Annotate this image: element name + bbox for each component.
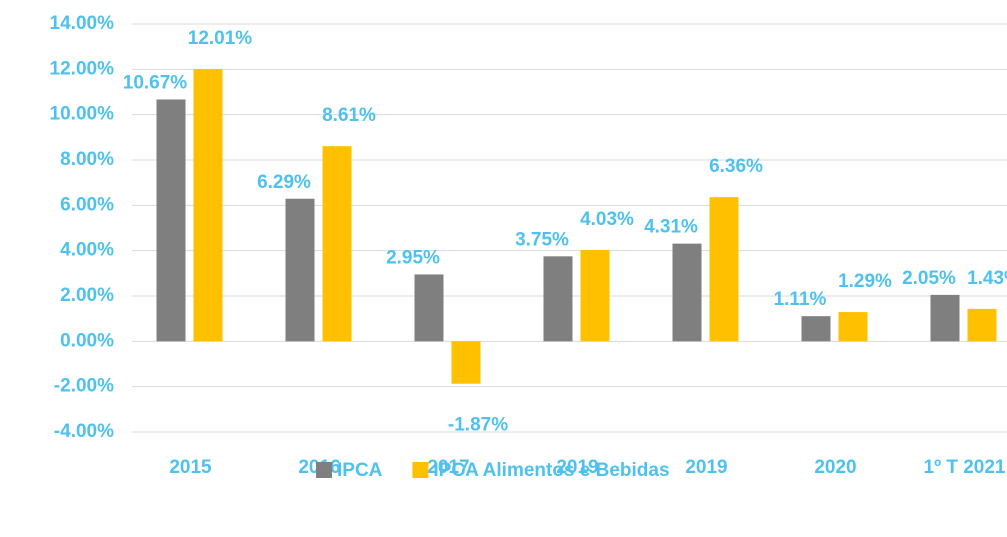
- y-tick-label: 2.00%: [60, 285, 114, 306]
- legend-label: IPCA Alimentos e Bebidas: [433, 460, 669, 481]
- data-label: 6.36%: [709, 156, 763, 177]
- data-label: 2.05%: [902, 268, 956, 289]
- data-label: 1.11%: [774, 289, 827, 310]
- y-tick-label: -4.00%: [54, 421, 114, 442]
- y-tick-label: 8.00%: [60, 149, 114, 170]
- data-label: 2.95%: [386, 247, 440, 268]
- x-tick-label: 2019: [685, 457, 727, 478]
- bar: [322, 146, 352, 342]
- x-tick-label: 2019: [556, 457, 598, 478]
- bar: [156, 99, 186, 342]
- bar: [967, 308, 997, 342]
- x-tick-label: 2015: [169, 457, 212, 478]
- x-tick-label: 2017: [427, 457, 469, 478]
- bar: [451, 341, 481, 384]
- data-label: 4.03%: [580, 209, 634, 230]
- bar: [930, 294, 960, 342]
- x-tick-label: 2020: [814, 457, 856, 478]
- y-tick-label: 10.00%: [50, 104, 115, 125]
- data-label: 1.43%: [967, 268, 1007, 289]
- bar: [414, 274, 444, 342]
- data-label: 8.61%: [322, 105, 376, 126]
- legend-swatch: [412, 462, 429, 478]
- bar: [285, 198, 315, 342]
- legend-swatch: [316, 462, 332, 478]
- bar: [709, 197, 739, 342]
- data-label: 3.75%: [515, 229, 569, 250]
- bar: [193, 69, 223, 342]
- bar: [801, 316, 831, 342]
- data-label: 1.29%: [838, 271, 892, 292]
- data-label: 10.67%: [123, 72, 188, 93]
- bar: [580, 249, 610, 342]
- data-label: -1.87%: [448, 415, 508, 436]
- y-tick-label: 4.00%: [60, 240, 114, 261]
- bar: [543, 256, 573, 342]
- y-tick-label: 0.00%: [60, 330, 114, 351]
- y-tick-label: 6.00%: [60, 194, 114, 215]
- bar: [672, 243, 702, 342]
- data-label: 4.31%: [644, 217, 698, 238]
- data-label: 6.29%: [257, 172, 311, 193]
- x-tick-label: 1º T 2021: [924, 457, 1006, 478]
- y-tick-label: 12.00%: [50, 58, 115, 79]
- y-tick-label: -2.00%: [54, 376, 114, 397]
- y-tick-label: 14.00%: [50, 13, 115, 34]
- data-label: 12.01%: [188, 28, 253, 49]
- bar: [838, 312, 868, 342]
- legend-label: IPCA: [337, 460, 383, 481]
